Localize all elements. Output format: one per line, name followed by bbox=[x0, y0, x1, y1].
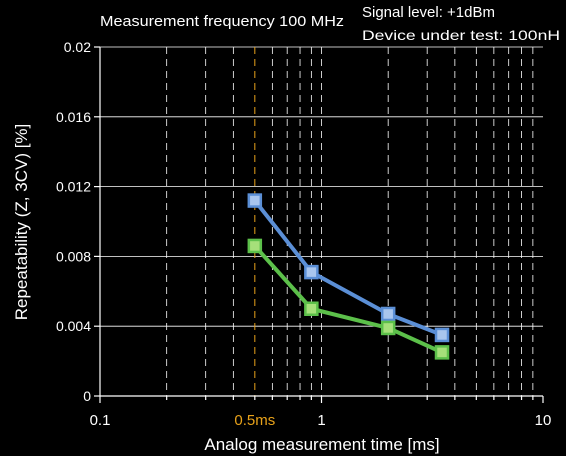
y-tick-label: 0.004 bbox=[56, 318, 91, 334]
y-tick-label: 0.008 bbox=[56, 248, 91, 264]
x-axis-label: Analog measurement time [ms] bbox=[204, 435, 439, 454]
series-1-point bbox=[380, 306, 396, 322]
series-2-point bbox=[304, 301, 319, 316]
y-axis-label: Repeatability (Z, 3CV) [%] bbox=[12, 124, 31, 321]
labels: Measurement frequency 100 MHz Signal lev… bbox=[12, 4, 560, 454]
series-2-point bbox=[247, 238, 263, 254]
series bbox=[247, 193, 450, 360]
series-1-point bbox=[247, 193, 263, 208]
x-tick-label: 10 bbox=[535, 412, 552, 429]
series-1-point bbox=[434, 327, 450, 343]
series-line-1 bbox=[253, 199, 443, 337]
y-tick-label: 0.012 bbox=[56, 179, 91, 195]
series-line-2 bbox=[253, 244, 443, 355]
grid bbox=[100, 46, 543, 396]
series-2-point bbox=[434, 345, 450, 360]
series-1-point bbox=[304, 264, 319, 280]
device-under-test-annotation: Device under test: 100nH bbox=[362, 27, 560, 43]
series-2-point bbox=[380, 320, 396, 336]
y-tick-label: 0.02 bbox=[64, 39, 91, 55]
measurement-frequency-annotation: Measurement frequency 100 MHz bbox=[100, 13, 344, 30]
x-tick-label-highlight: 0.5ms bbox=[234, 412, 275, 429]
y-tick-label: 0 bbox=[83, 388, 91, 404]
y-tick-label: 0.016 bbox=[56, 109, 91, 125]
x-tick-label: 1 bbox=[317, 412, 325, 429]
signal-level-annotation: Signal level: +1dBm bbox=[362, 4, 495, 21]
axes: 0 0.004 0.008 0.012 0.016 0.02 0.1 0.5ms 1 10 bbox=[56, 39, 551, 429]
x-tick-label: 0.1 bbox=[90, 412, 111, 429]
